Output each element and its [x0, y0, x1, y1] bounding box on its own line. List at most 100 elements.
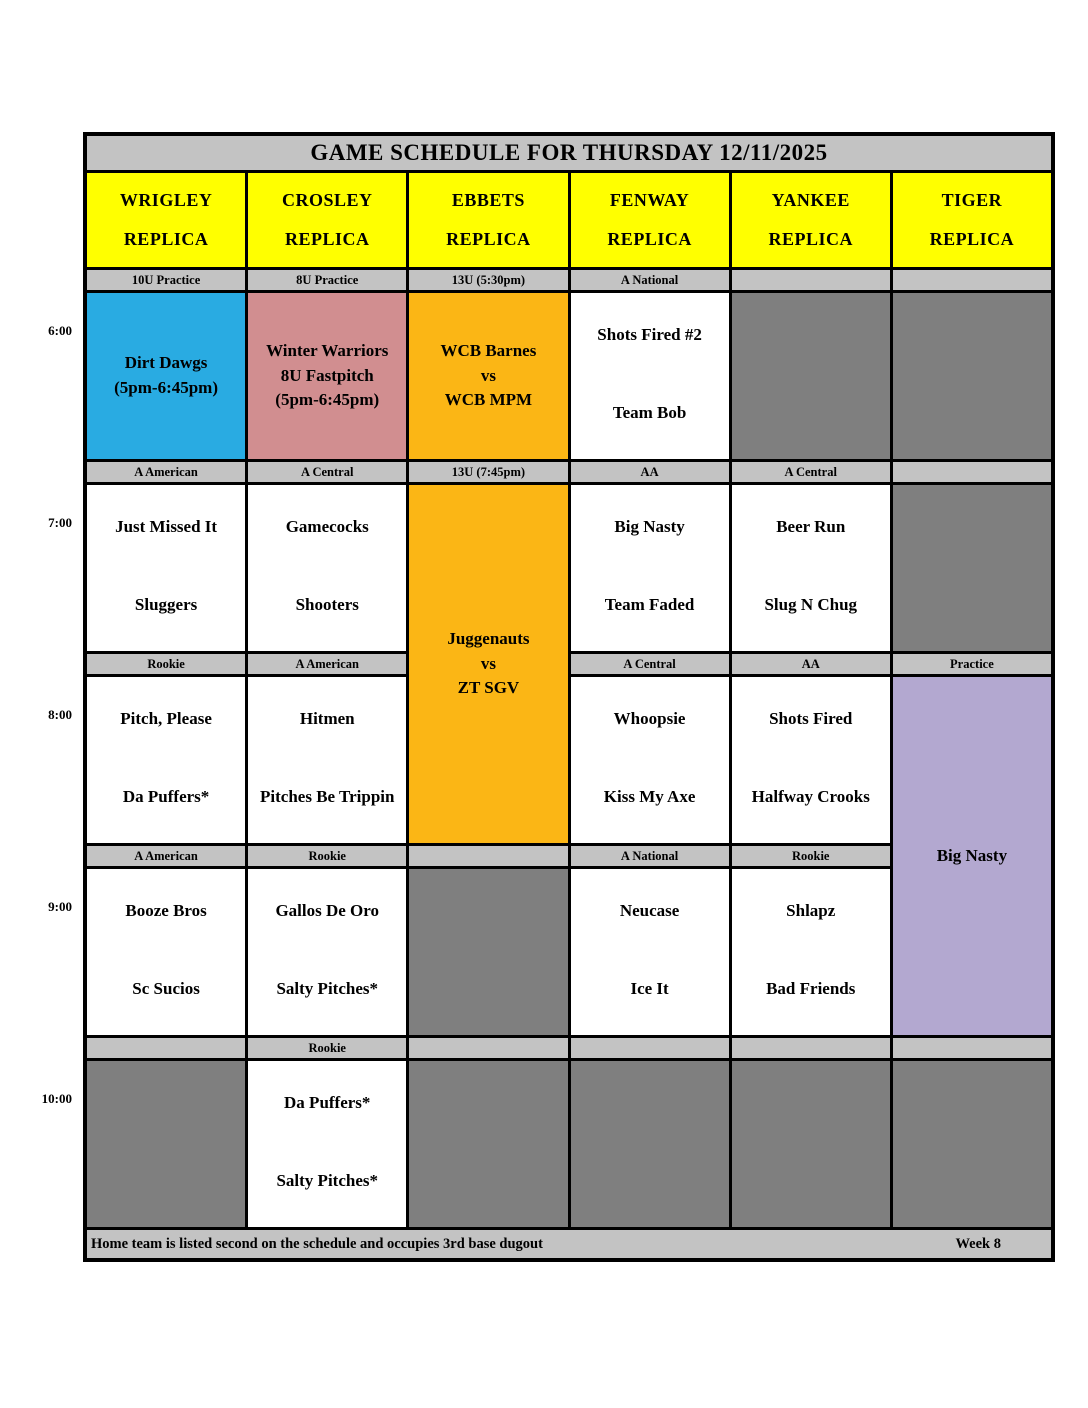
field-type: REPLICA	[284, 228, 370, 249]
time-label-900: 9:00	[48, 899, 72, 914]
team-home: Team Faded	[604, 594, 695, 614]
team-home: Da Puffers*	[122, 786, 210, 806]
team-home: Kiss My Axe	[603, 786, 696, 806]
empty-cell	[731, 293, 890, 459]
team-away: Booze Bros	[125, 900, 207, 920]
field-name: FENWAY	[609, 190, 690, 211]
division-label: A Central	[248, 462, 407, 482]
vs-label: vs	[480, 653, 496, 673]
team-home: Sluggers	[134, 594, 198, 614]
division-label: Rookie	[731, 846, 890, 866]
division-label: AA	[570, 462, 729, 482]
time-label-1000: 10:00	[41, 1091, 72, 1106]
team-away: Just Missed It	[115, 516, 218, 536]
week-label: Week 8	[955, 1235, 1001, 1252]
team-away: Big Nasty	[614, 516, 685, 536]
division-label: A American	[87, 462, 246, 482]
empty-cell	[409, 1061, 568, 1227]
team-away: Pitch, Please	[120, 708, 212, 728]
team-home: Salty Pitches*	[276, 1170, 378, 1190]
time-label-600: 6:00	[48, 323, 72, 338]
game-cell-yankee-800: Shots Fired Halfway Crooks	[731, 677, 890, 843]
field-type: REPLICA	[607, 228, 692, 249]
division-label-blank	[731, 1038, 890, 1058]
team-away: WCB Barnes	[440, 341, 537, 361]
team-away: Whoopsie	[613, 708, 686, 728]
division-label: 13U (5:30pm)	[409, 270, 568, 290]
division-label-blank	[570, 1038, 729, 1058]
empty-cell	[87, 1061, 246, 1227]
game-cell-ebbets-600: WCB Barnes vs WCB MPM	[409, 293, 568, 459]
field-header-ebbets: EBBETS REPLICA	[409, 173, 568, 267]
team-away: Gamecocks	[285, 516, 369, 536]
game-cell-crosley-700: Gamecocks Shooters	[248, 485, 407, 651]
schedule-title: GAME SCHEDULE FOR THURSDAY 12/11/2025	[87, 136, 1051, 170]
division-label: Rookie	[248, 846, 407, 866]
empty-cell	[892, 293, 1051, 459]
division-label-blank	[892, 1038, 1051, 1058]
field-name: EBBETS	[451, 190, 525, 211]
team-home: Shooters	[295, 594, 359, 614]
game-cell-crosley-1000: Da Puffers* Salty Pitches*	[248, 1061, 407, 1227]
vs-label: vs	[480, 365, 496, 385]
team-home: Halfway Crooks	[751, 786, 870, 806]
division-label-blank	[731, 270, 890, 290]
field-header-yankee: YANKEE REPLICA	[731, 173, 890, 267]
field-header-wrigley: WRIGLEY REPLICA	[87, 173, 246, 267]
empty-cell	[892, 1061, 1051, 1227]
team-home: Slug N Chug	[764, 594, 858, 614]
team-home: Salty Pitches*	[276, 978, 378, 998]
practice-cell-crosley-600: Winter Warriors 8U Fastpitch (5pm-6:45pm…	[248, 293, 407, 459]
division-label: A National	[570, 846, 729, 866]
team-away: Shlapz	[786, 900, 836, 920]
practice-line: Winter Warriors	[266, 341, 389, 361]
practice-line: (5pm-6:45pm)	[275, 390, 380, 410]
team-away: Da Puffers*	[284, 1092, 371, 1112]
division-label: AA	[731, 654, 890, 674]
field-header-crosley: CROSLEY REPLICA	[248, 173, 407, 267]
team-home: WCB MPM	[444, 390, 533, 410]
team-home: ZT SGV	[457, 678, 520, 698]
division-label: Rookie	[248, 1038, 407, 1058]
game-cell-fenway-900: Neucase Ice It	[570, 869, 729, 1035]
practice-line: Big Nasty	[936, 845, 1008, 865]
field-name: TIGER	[941, 190, 1003, 211]
practice-cell-tiger-merged: Big Nasty	[892, 677, 1051, 1035]
game-cell-fenway-700: Big Nasty Team Faded	[570, 485, 729, 651]
division-label: A American	[248, 654, 407, 674]
empty-cell	[570, 1061, 729, 1227]
field-header-tiger: TIGER REPLICA	[892, 173, 1051, 267]
field-name: YANKEE	[771, 190, 850, 211]
field-header-fenway: FENWAY REPLICA	[570, 173, 729, 267]
field-type: REPLICA	[929, 228, 1015, 249]
empty-cell	[731, 1061, 890, 1227]
team-away: Juggenauts	[447, 629, 530, 649]
game-cell-yankee-700: Beer Run Slug N Chug	[731, 485, 890, 651]
field-type: REPLICA	[123, 228, 209, 249]
team-home: Pitches Be Trippin	[260, 786, 395, 806]
division-label: A Central	[570, 654, 729, 674]
empty-cell	[892, 485, 1051, 651]
team-away: Shots Fired #2	[597, 324, 702, 344]
team-away: Gallos De Oro	[275, 900, 380, 920]
footer-bar: Home team is listed second on the schedu…	[87, 1230, 1051, 1258]
practice-line: 8U Fastpitch	[280, 365, 374, 385]
practice-cell-wrigley-600: Dirt Dawgs (5pm-6:45pm)	[87, 293, 246, 459]
division-label: A National	[570, 270, 729, 290]
team-away: Neucase	[619, 900, 680, 920]
game-cell-fenway-800: Whoopsie Kiss My Axe	[570, 677, 729, 843]
field-name: WRIGLEY	[119, 190, 213, 211]
division-label: A Central	[731, 462, 890, 482]
division-label-blank	[892, 270, 1051, 290]
team-home: Ice It	[630, 978, 669, 998]
team-home: Team Bob	[612, 402, 687, 422]
game-cell-wrigley-700: Just Missed It Sluggers	[87, 485, 246, 651]
empty-cell	[409, 869, 568, 1035]
game-cell-fenway-600: Shots Fired #2 Team Bob	[570, 293, 729, 459]
division-label: A American	[87, 846, 246, 866]
team-away: Hitmen	[299, 708, 355, 728]
team-away: Shots Fired	[769, 708, 853, 728]
game-cell-ebbets-745-merged: Juggenauts vs ZT SGV	[409, 485, 568, 843]
division-label-blank	[892, 462, 1051, 482]
